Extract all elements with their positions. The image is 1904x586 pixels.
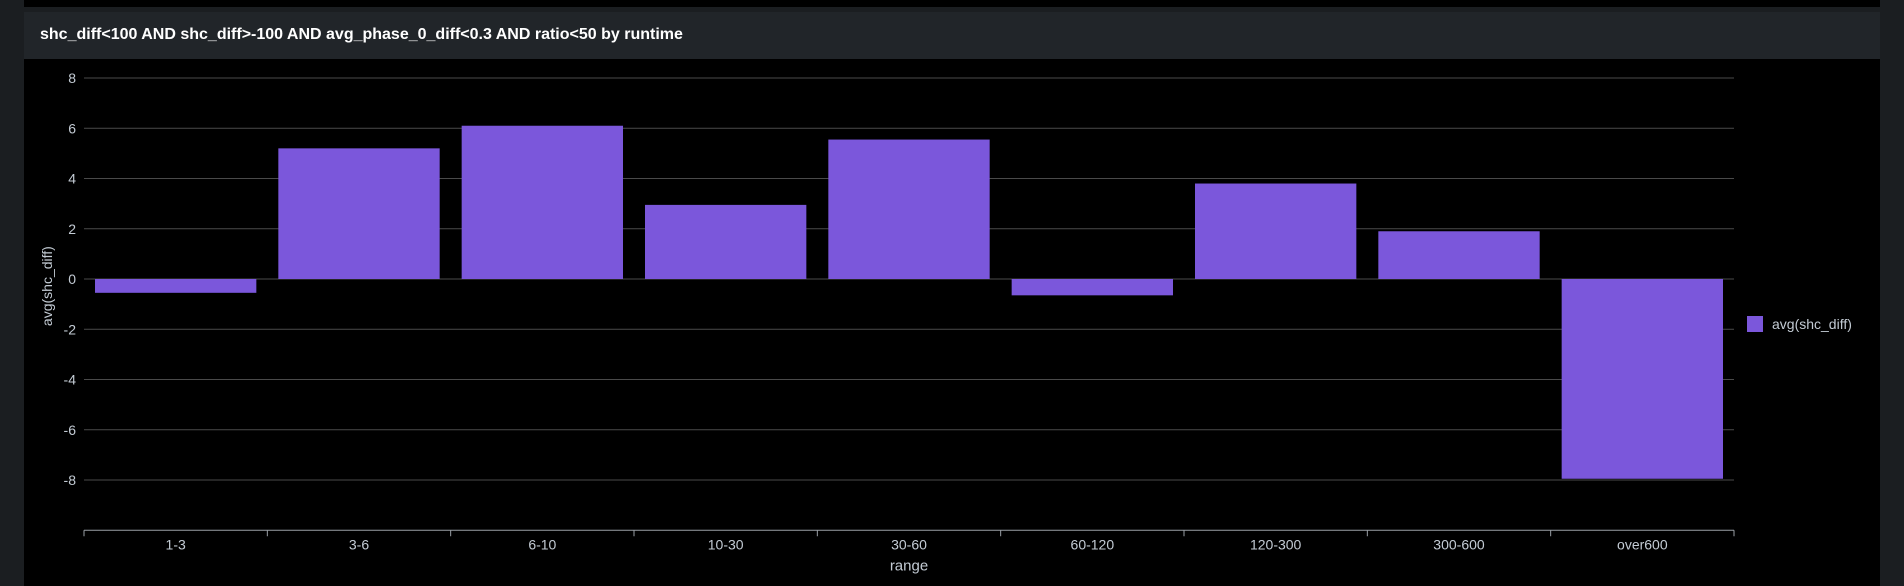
y-tick-label: 2 xyxy=(68,221,76,237)
x-tick-label: 3-6 xyxy=(349,536,369,552)
y-tick-label: 0 xyxy=(68,271,76,287)
x-tick-label: 30-60 xyxy=(891,536,927,552)
legend[interactable]: avg(shc_diff) xyxy=(1747,316,1852,332)
x-axis-title: range xyxy=(890,557,928,574)
panel-title: shc_diff<100 AND shc_diff>-100 AND avg_p… xyxy=(40,26,683,43)
y-axis-title: avg(shc_diff) xyxy=(39,246,55,326)
bar-1-3[interactable] xyxy=(95,279,257,293)
y-tick-label: 4 xyxy=(68,171,76,187)
y-tick-label: -2 xyxy=(64,321,77,337)
legend-label: avg(shc_diff) xyxy=(1772,316,1852,332)
axis-layer: 8 6 4 2 0 -2 -4 -6 -8 1-3 3-6 6-10 10-30 30-60 60-120 1… xyxy=(39,70,1735,574)
x-tick-label: 10-30 xyxy=(708,536,744,552)
x-tick-label: 120-300 xyxy=(1250,536,1302,552)
x-tick-label: 1-3 xyxy=(166,536,186,552)
y-tick-label: -6 xyxy=(64,422,77,438)
bar-10-30[interactable] xyxy=(645,204,807,279)
bar-30-60[interactable] xyxy=(828,139,990,279)
x-tick-label: 60-120 xyxy=(1071,536,1115,552)
legend-swatch xyxy=(1747,316,1763,332)
y-tick-label: 8 xyxy=(68,70,76,86)
bar-3-6[interactable] xyxy=(278,148,440,279)
bar-6-10[interactable] xyxy=(461,125,623,279)
bar-300-600[interactable] xyxy=(1378,231,1540,279)
panel-header: shc_diff<100 AND shc_diff>-100 AND avg_p… xyxy=(24,12,1880,59)
bar-layer xyxy=(95,125,1723,479)
top-strip xyxy=(24,0,1880,7)
chart-panel: shc_diff<100 AND shc_diff>-100 AND avg_p… xyxy=(24,12,1880,586)
x-tick-label: over600 xyxy=(1617,536,1668,552)
y-tick-label: 6 xyxy=(68,120,76,136)
bar-60-120[interactable] xyxy=(1011,279,1173,296)
y-tick-label: -4 xyxy=(64,372,77,388)
x-tick-label: 300-600 xyxy=(1433,536,1485,552)
bar-120-300[interactable] xyxy=(1195,183,1357,279)
bar-over600[interactable] xyxy=(1561,279,1723,479)
y-tick-label: -8 xyxy=(64,472,77,488)
x-tick-label: 6-10 xyxy=(528,536,556,552)
